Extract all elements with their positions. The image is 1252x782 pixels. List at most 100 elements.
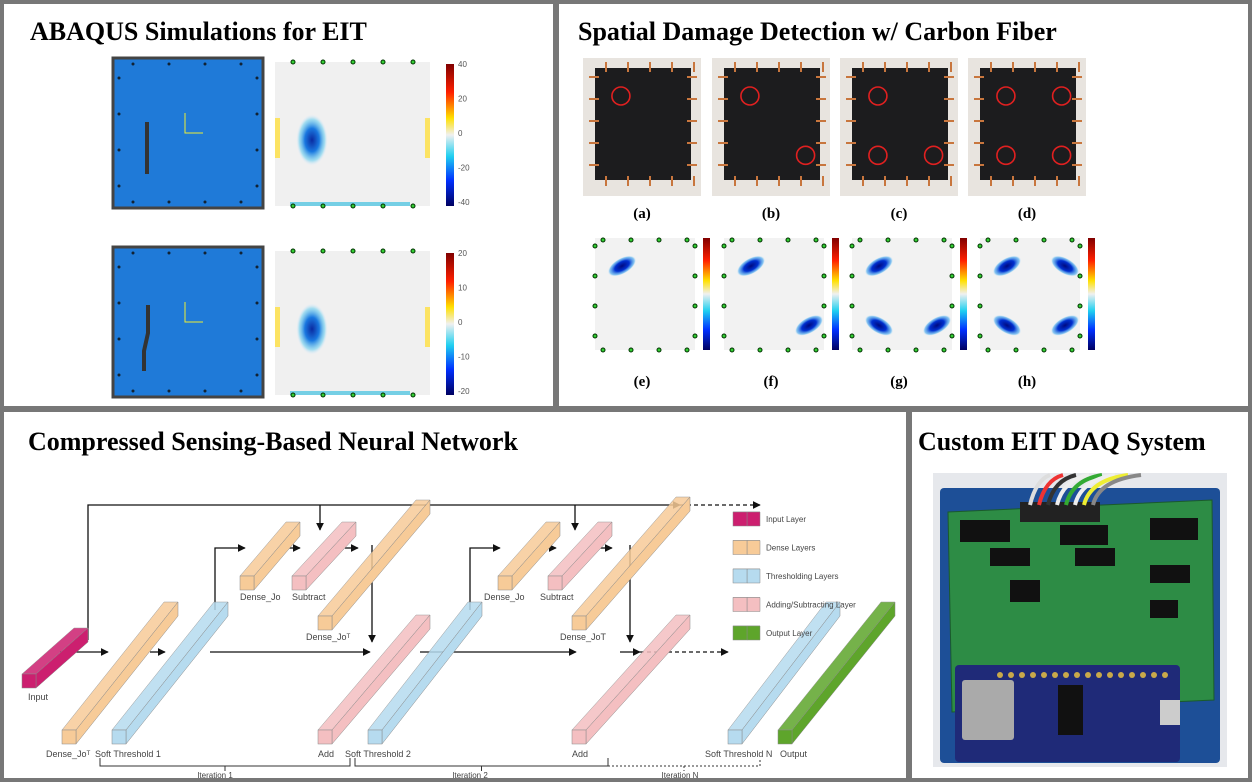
pin	[627, 62, 629, 72]
electrode	[886, 348, 890, 352]
colorbar-tick-label: -20	[458, 164, 470, 173]
pin	[1072, 76, 1082, 78]
block-front	[733, 512, 747, 526]
pad	[1118, 672, 1124, 678]
layer-label: Input	[28, 692, 49, 702]
electrode	[256, 338, 259, 341]
electrode	[950, 274, 954, 278]
pin	[974, 120, 984, 122]
pin	[1056, 62, 1058, 72]
electrode	[411, 204, 415, 208]
pin	[816, 120, 826, 122]
legend-label: Thresholding Layers	[766, 572, 838, 581]
block-top	[728, 602, 840, 730]
pin	[974, 98, 984, 100]
electrode	[593, 274, 597, 278]
chip	[1150, 565, 1190, 583]
electrode	[204, 63, 207, 66]
figure: ABAQUS Simulations for EIT Spatial Damag…	[0, 0, 1252, 782]
iteration-bracket	[100, 758, 350, 771]
pin	[990, 176, 992, 186]
panel-label: (g)	[890, 374, 908, 390]
block-front	[733, 598, 747, 612]
heatmap	[595, 238, 695, 350]
electrode	[321, 60, 325, 64]
block-front	[733, 569, 747, 583]
colorbar	[960, 238, 967, 350]
electrode	[132, 252, 135, 255]
electrode	[1078, 244, 1082, 248]
layer-block	[572, 497, 690, 630]
pin	[944, 164, 954, 166]
electrode	[822, 244, 826, 248]
electrode	[256, 77, 259, 80]
layer-label: Soft Threshold N	[705, 749, 772, 759]
electrode	[118, 113, 121, 116]
electrode	[978, 274, 982, 278]
block-front	[318, 730, 332, 744]
layer-label: Dense_JoT	[560, 632, 607, 642]
layer-block	[240, 522, 300, 590]
electrode	[204, 390, 207, 393]
block-side	[792, 602, 895, 744]
electrode	[168, 390, 171, 393]
electrode	[950, 304, 954, 308]
electrode	[381, 249, 385, 253]
electrode	[240, 252, 243, 255]
colorbar	[703, 238, 710, 350]
electrode	[822, 274, 826, 278]
electrode	[240, 63, 243, 66]
electrode	[693, 274, 697, 278]
block-front	[728, 730, 742, 744]
pin	[950, 176, 952, 186]
electrode	[942, 238, 946, 242]
pin	[589, 164, 599, 166]
panel-label: (b)	[762, 206, 780, 222]
pin	[1034, 62, 1036, 72]
block-front	[318, 616, 332, 630]
electrode	[351, 60, 355, 64]
electrode	[722, 274, 726, 278]
layer-label: Dense_Jo	[240, 592, 281, 602]
electrode	[118, 266, 121, 269]
pin	[627, 176, 629, 186]
pin	[800, 176, 802, 186]
electrode	[685, 238, 689, 242]
electrode	[593, 334, 597, 338]
electrode	[850, 244, 854, 248]
pad	[1096, 672, 1102, 678]
edge-artifact	[290, 391, 410, 395]
colorbar	[446, 253, 454, 395]
carbon-plate	[724, 68, 820, 180]
pin	[884, 62, 886, 72]
carbon-plate	[595, 68, 691, 180]
chip	[990, 548, 1030, 566]
layer-label: Soft Threshold 2	[345, 749, 411, 759]
block-front	[778, 730, 792, 744]
panel-label: (c)	[891, 206, 908, 222]
pin	[718, 164, 728, 166]
pin	[862, 62, 864, 72]
electrode	[132, 390, 135, 393]
electrode	[657, 348, 661, 352]
electrode	[256, 266, 259, 269]
colorbar	[832, 238, 839, 350]
electrode	[168, 252, 171, 255]
electrode	[629, 348, 633, 352]
electrode	[722, 244, 726, 248]
panel-label: (a)	[633, 206, 651, 222]
electrode	[850, 274, 854, 278]
chip	[1060, 525, 1108, 545]
layer-block	[292, 522, 356, 590]
layer-label: Subtract	[292, 592, 326, 602]
colorbar-tick-label: -20	[458, 387, 470, 396]
iteration-label: Iteration 1	[197, 771, 233, 780]
pin	[822, 176, 824, 186]
electrode	[758, 348, 762, 352]
damage-blob	[296, 303, 328, 355]
panel-label: (d)	[1018, 206, 1036, 222]
block-side	[382, 602, 482, 744]
colorbar	[1088, 238, 1095, 350]
block-side	[586, 497, 690, 630]
pin	[718, 98, 728, 100]
